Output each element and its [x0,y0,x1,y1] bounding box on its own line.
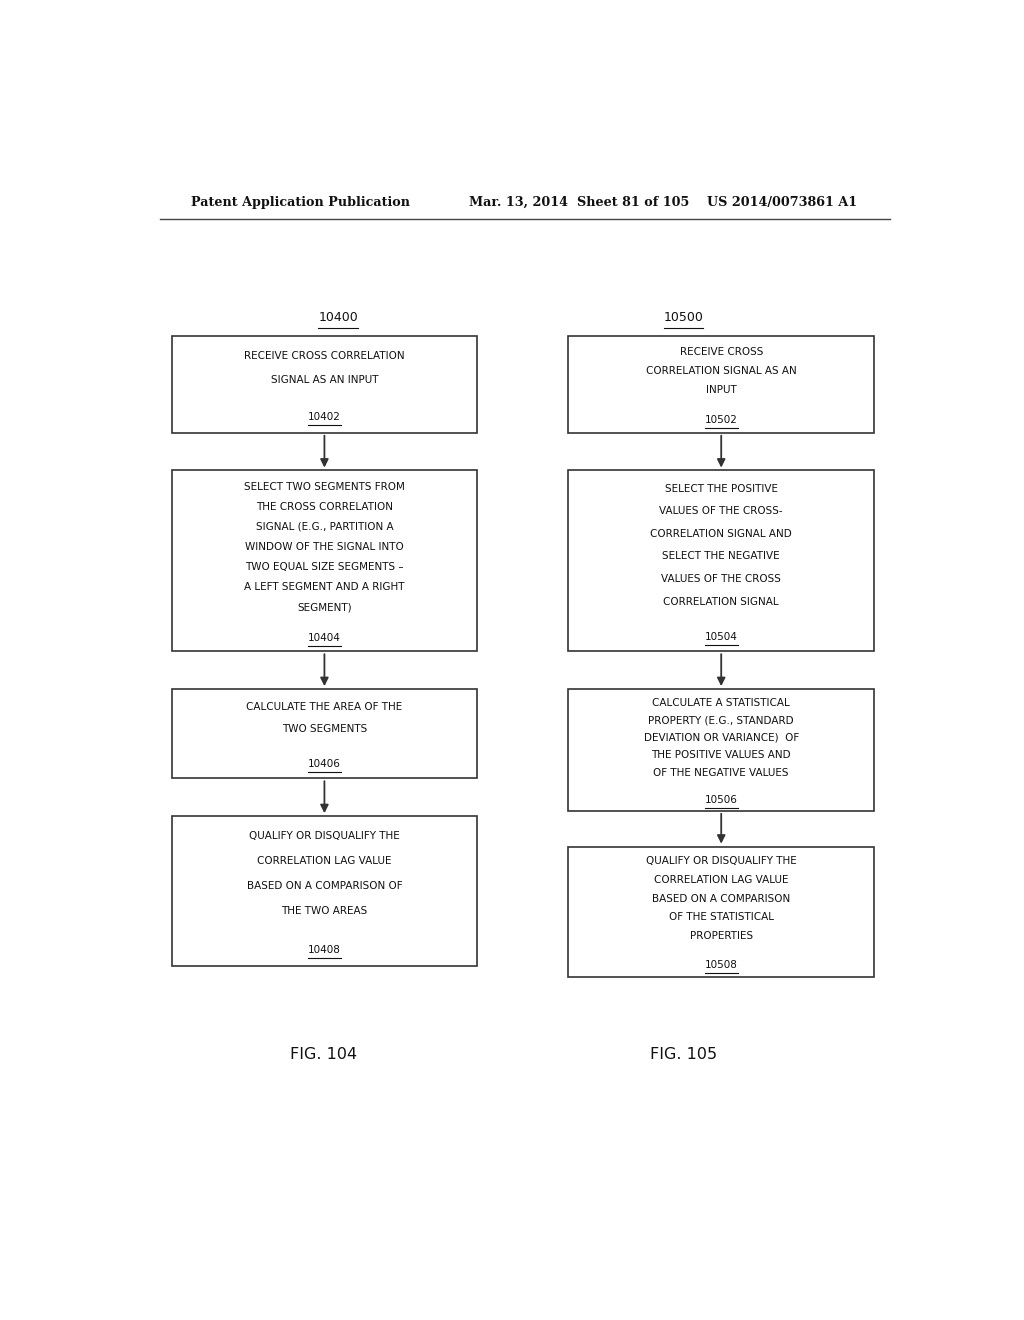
Text: SIGNAL (E.G., PARTITION A: SIGNAL (E.G., PARTITION A [256,521,393,532]
Text: TWO SEGMENTS: TWO SEGMENTS [282,725,367,734]
FancyBboxPatch shape [568,470,874,651]
Text: VALUES OF THE CROSS-: VALUES OF THE CROSS- [659,506,783,516]
Text: BASED ON A COMPARISON OF: BASED ON A COMPARISON OF [247,882,402,891]
Text: SELECT THE NEGATIVE: SELECT THE NEGATIVE [663,552,780,561]
Text: PROPERTIES: PROPERTIES [689,931,753,941]
Text: CALCULATE THE AREA OF THE: CALCULATE THE AREA OF THE [247,702,402,711]
Text: BASED ON A COMPARISON: BASED ON A COMPARISON [652,894,791,904]
Text: 10402: 10402 [308,412,341,422]
Text: OF THE NEGATIVE VALUES: OF THE NEGATIVE VALUES [653,768,788,777]
Text: WINDOW OF THE SIGNAL INTO: WINDOW OF THE SIGNAL INTO [245,541,403,552]
Text: Patent Application Publication: Patent Application Publication [191,195,411,209]
Text: THE CROSS CORRELATION: THE CROSS CORRELATION [256,502,393,512]
Text: FIG. 105: FIG. 105 [650,1047,717,1063]
Text: DEVIATION OR VARIANCE)  OF: DEVIATION OR VARIANCE) OF [644,733,799,743]
Text: INPUT: INPUT [706,385,736,396]
Text: RECEIVE CROSS: RECEIVE CROSS [680,347,763,356]
FancyBboxPatch shape [172,689,477,779]
FancyBboxPatch shape [568,846,874,977]
Text: 10408: 10408 [308,945,341,956]
Text: 10508: 10508 [705,960,737,969]
Text: 10406: 10406 [308,759,341,768]
Text: TWO EQUAL SIZE SEGMENTS –: TWO EQUAL SIZE SEGMENTS – [245,562,403,572]
Text: OF THE STATISTICAL: OF THE STATISTICAL [669,912,774,923]
Text: SIGNAL AS AN INPUT: SIGNAL AS AN INPUT [270,375,378,384]
Text: A LEFT SEGMENT AND A RIGHT: A LEFT SEGMENT AND A RIGHT [244,582,404,593]
Text: CORRELATION LAG VALUE: CORRELATION LAG VALUE [654,875,788,884]
Text: CORRELATION SIGNAL: CORRELATION SIGNAL [664,597,779,607]
FancyBboxPatch shape [172,816,477,966]
Text: FIG. 104: FIG. 104 [291,1047,357,1063]
Text: THE POSITIVE VALUES AND: THE POSITIVE VALUES AND [651,750,791,760]
Text: CORRELATION SIGNAL AS AN: CORRELATION SIGNAL AS AN [646,366,797,376]
Text: 10404: 10404 [308,634,341,643]
FancyBboxPatch shape [172,337,477,433]
Text: Mar. 13, 2014  Sheet 81 of 105: Mar. 13, 2014 Sheet 81 of 105 [469,195,689,209]
Text: SELECT THE POSITIVE: SELECT THE POSITIVE [665,483,777,494]
Text: RECEIVE CROSS CORRELATION: RECEIVE CROSS CORRELATION [244,351,404,360]
Text: 10400: 10400 [318,312,358,325]
FancyBboxPatch shape [568,689,874,810]
Text: 10502: 10502 [705,416,737,425]
Text: CORRELATION SIGNAL AND: CORRELATION SIGNAL AND [650,529,793,539]
Text: 10506: 10506 [705,795,737,805]
Text: QUALIFY OR DISQUALIFY THE: QUALIFY OR DISQUALIFY THE [249,832,399,841]
Text: SEGMENT): SEGMENT) [297,602,351,612]
Text: PROPERTY (E.G., STANDARD: PROPERTY (E.G., STANDARD [648,715,794,725]
Text: US 2014/0073861 A1: US 2014/0073861 A1 [708,195,857,209]
FancyBboxPatch shape [172,470,477,651]
Text: VALUES OF THE CROSS: VALUES OF THE CROSS [662,574,781,583]
Text: 10504: 10504 [705,632,737,642]
Text: THE TWO AREAS: THE TWO AREAS [282,907,368,916]
FancyBboxPatch shape [568,337,874,433]
Text: CORRELATION LAG VALUE: CORRELATION LAG VALUE [257,857,391,866]
Text: 10500: 10500 [664,312,703,325]
Text: CALCULATE A STATISTICAL: CALCULATE A STATISTICAL [652,698,791,708]
Text: QUALIFY OR DISQUALIFY THE: QUALIFY OR DISQUALIFY THE [646,857,797,866]
Text: SELECT TWO SEGMENTS FROM: SELECT TWO SEGMENTS FROM [244,482,404,491]
